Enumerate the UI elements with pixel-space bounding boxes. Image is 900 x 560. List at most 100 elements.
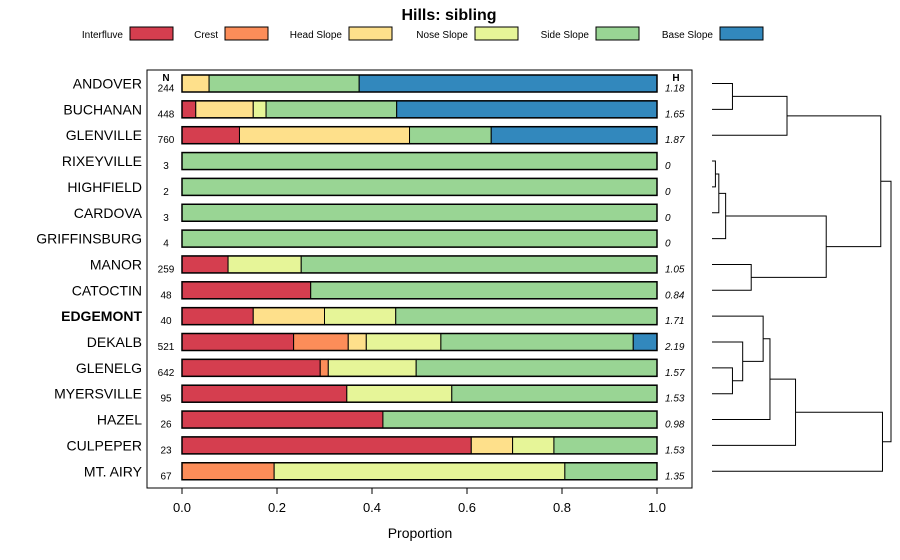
legend-swatch-nose-slope [474,26,519,41]
n-count-rixeyville: 3 [163,161,169,172]
n-count-dekalb: 521 [158,342,175,353]
h-value-hazel: 0.98 [665,420,685,431]
bar-segment-cardova-side-slope [181,203,658,222]
bar-segment-hazel-side-slope [382,410,658,429]
bar-segment-manor-side-slope [300,255,658,274]
row-label-andover: ANDOVER [73,76,142,92]
bar-segment-catoctin-side-slope [310,281,658,300]
row-label-glenville: GLENVILLE [66,127,142,143]
bar-segment-glenelg-nose-slope [327,358,417,377]
row-label-griffinsburg: GRIFFINSBURG [36,231,142,247]
x-tick-label-2: 0.4 [363,500,381,515]
h-value-buchanan: 1.65 [665,109,685,120]
bar-segment-hazel-interfluve [181,410,384,429]
bar-segment-andover-base-slope [358,74,658,93]
row-label-mt-airy: MT. AIRY [84,463,143,479]
bar-segment-mt-airy-side-slope [564,462,658,481]
dendrogram-merge-2 [712,160,716,188]
bar-outline-myersville [181,384,658,403]
dendrogram-merge-7 [712,367,733,395]
bar-outline-culpeper [181,436,658,455]
bar-segment-buchanan-interfluve [181,100,197,119]
legend-label-base-slope: Base Slope [662,30,714,41]
bar-segment-buchanan-base-slope [396,100,658,119]
h-value-catoctin: 0.84 [665,290,685,301]
bar-segment-andover-side-slope [208,74,360,93]
bar-segment-griffinsburg-side-slope [181,229,658,248]
bar-outline-glenelg [181,358,658,378]
dendrogram [712,83,892,472]
bar-segment-dekalb-crest [293,333,349,351]
dendrogram-merge-5 [712,263,752,291]
legend-label-interfluve: Interfluve [82,30,124,41]
bar-outline-cardova [181,203,658,222]
dendrogram-merge-1 [712,95,788,136]
bar-segment-rixeyville-side-slope [181,152,658,171]
dendrogram-merge-13 [712,411,883,472]
bar-segment-culpeper-interfluve [181,436,472,455]
row-label-glenelg: GLENELG [76,360,142,376]
bar-segment-glenville-side-slope [409,126,492,145]
bar-segment-glenelg-crest [319,358,329,377]
h-value-mt-airy: 1.35 [665,471,685,482]
h-value-dekalb: 2.19 [664,342,685,353]
legend-swatch-base-slope [719,26,764,41]
n-count-catoctin: 48 [160,290,172,301]
chart-title: Hills: sibling [401,7,496,24]
row-label-edgemont: EDGEMONT [61,308,142,324]
bar-outline-rixeyville [181,151,658,171]
n-count-myersville: 95 [160,394,172,405]
legend-label-side-slope: Side Slope [541,30,590,41]
bar-segment-dekalb-nose-slope [365,333,442,351]
dendrogram-merge-14 [880,180,892,443]
bar-segment-glenelg-side-slope [415,358,658,377]
bar-segment-culpeper-side-slope [553,436,658,455]
bar-segment-buchanan-nose-slope [252,100,267,119]
legend-swatch-side-slope [595,26,640,41]
h-value-glenville: 1.87 [665,135,685,146]
n-count-hazel: 26 [160,420,172,431]
h-value-edgemont: 1.71 [665,316,684,327]
row-label-buchanan: BUCHANAN [63,101,142,117]
h-value-culpeper: 1.53 [665,445,685,456]
bar-segment-mt-airy-crest [181,462,275,481]
bar-outline-buchanan [181,100,658,119]
legend-label-head-slope: Head Slope [290,30,343,41]
dendrogram-merge-11 [712,378,797,446]
row-label-highfield: HIGHFIELD [67,179,142,195]
h-column-header: H [672,73,679,84]
bar-segment-glenville-head-slope [238,126,411,145]
n-count-culpeper: 23 [160,445,172,456]
dendrogram-merge-3 [712,173,720,214]
bar-outline-griffinsburg [181,229,658,248]
bar-outline-hazel [181,410,658,429]
dendrogram-merge-12 [787,115,882,248]
bar-segment-culpeper-head-slope [470,436,514,455]
legend: Interfluve Crest Head Slope Nose Slope Side … [82,26,764,41]
bar-segment-highfield-side-slope [181,177,658,196]
x-tick-label-5: 1.0 [648,500,666,515]
x-axis: 0.0 0.2 0.4 0.6 0.8 1.0 [173,488,666,515]
row-label-manor: MANOR [90,256,142,272]
bar-outline-dekalb [181,332,658,352]
n-count-glenelg: 642 [158,368,175,379]
bar-segment-andover-head-slope [181,74,210,93]
bar-segment-culpeper-nose-slope [512,436,555,455]
n-count-mt-airy: 67 [160,471,172,482]
bar-segment-dekalb-head-slope [347,333,367,351]
h-value-manor: 1.05 [665,264,685,275]
bar-segment-glenelg-interfluve [181,358,321,377]
bar-segment-myersville-side-slope [451,384,658,403]
bar-segment-myersville-interfluve [181,384,348,403]
row-label-rixeyville: RIXEYVILLE [62,153,142,169]
h-value-rixeyville: 0 [665,161,671,172]
bar-outline-glenville [181,125,658,145]
n-count-andover: 244 [158,84,175,95]
bar-segment-glenville-interfluve [181,126,240,145]
bar-segment-dekalb-base-slope [632,333,658,351]
bar-segment-glenville-base-slope [490,126,658,145]
bar-segment-buchanan-head-slope [195,100,254,119]
bar-segment-edgemont-head-slope [252,307,325,326]
plot-frame [146,69,693,489]
